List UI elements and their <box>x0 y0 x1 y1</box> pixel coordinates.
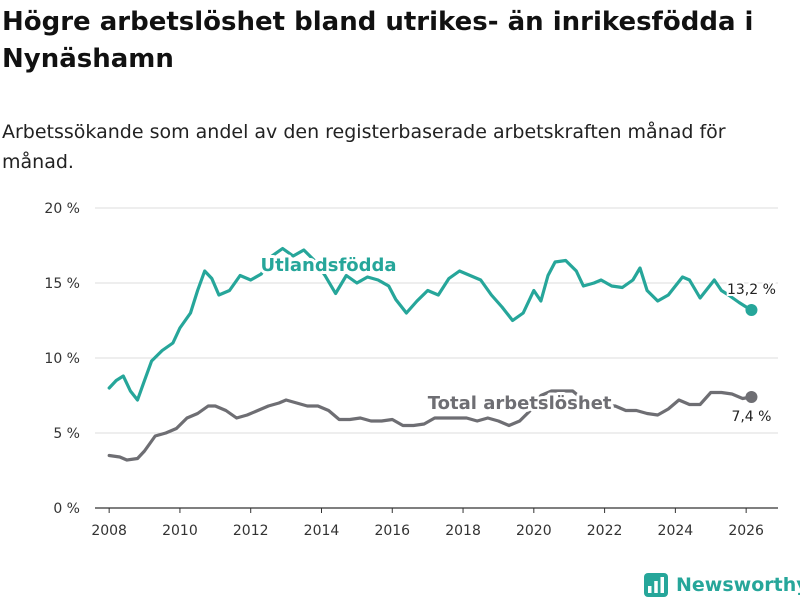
total-end-marker <box>745 391 758 403</box>
total-end-value: 7,4 % <box>731 409 771 425</box>
grid-layer <box>95 207 778 509</box>
utlandsfodda-end-value: 13,2 % <box>727 282 776 298</box>
y-tick-label: 20 % <box>44 201 80 217</box>
y-tick-label: 0 % <box>53 501 80 517</box>
logo-text: Newsworthy <box>676 574 800 596</box>
bar-chart-icon <box>644 573 668 597</box>
total-line <box>107 389 754 462</box>
axis-layer: 0 % 5 % 10 % 15 % 20 % 2008 2010 2012 2014 2016 20… <box>44 201 764 539</box>
x-tick-label: 2020 <box>516 523 552 539</box>
y-tick-label: 5 % <box>53 426 80 442</box>
x-tick-label: 2008 <box>91 523 127 539</box>
x-tick-label: 2026 <box>728 523 764 539</box>
page-title: Högre arbetslöshet bland utrikes- än inr… <box>2 7 754 74</box>
total-series-label: Total arbetslöshet <box>428 393 612 414</box>
utlandsfodda-end-marker <box>745 304 758 316</box>
y-tick-label: 15 % <box>44 276 80 292</box>
label-layer: 13,2 % 7,4 % Utlandsfödda Total arbetslöshe… <box>258 252 778 427</box>
y-tick-label: 10 % <box>44 351 80 367</box>
series-layer <box>107 246 758 462</box>
x-tick-label: 2014 <box>304 523 340 539</box>
newsworthy-logo: Newsworthy <box>644 570 800 600</box>
utlandsfodda-line <box>107 246 754 402</box>
x-tick-label: 2022 <box>587 523 623 539</box>
x-tick-label: 2024 <box>658 523 694 539</box>
x-tick-label: 2016 <box>374 523 410 539</box>
page-subtitle: Arbetssökande som andel av den registerb… <box>2 121 726 173</box>
utlandsfodda-series-label: Utlandsfödda <box>261 255 397 276</box>
x-tick-label: 2018 <box>445 523 481 539</box>
x-tick-label: 2012 <box>233 523 269 539</box>
x-tick-label: 2010 <box>162 523 198 539</box>
